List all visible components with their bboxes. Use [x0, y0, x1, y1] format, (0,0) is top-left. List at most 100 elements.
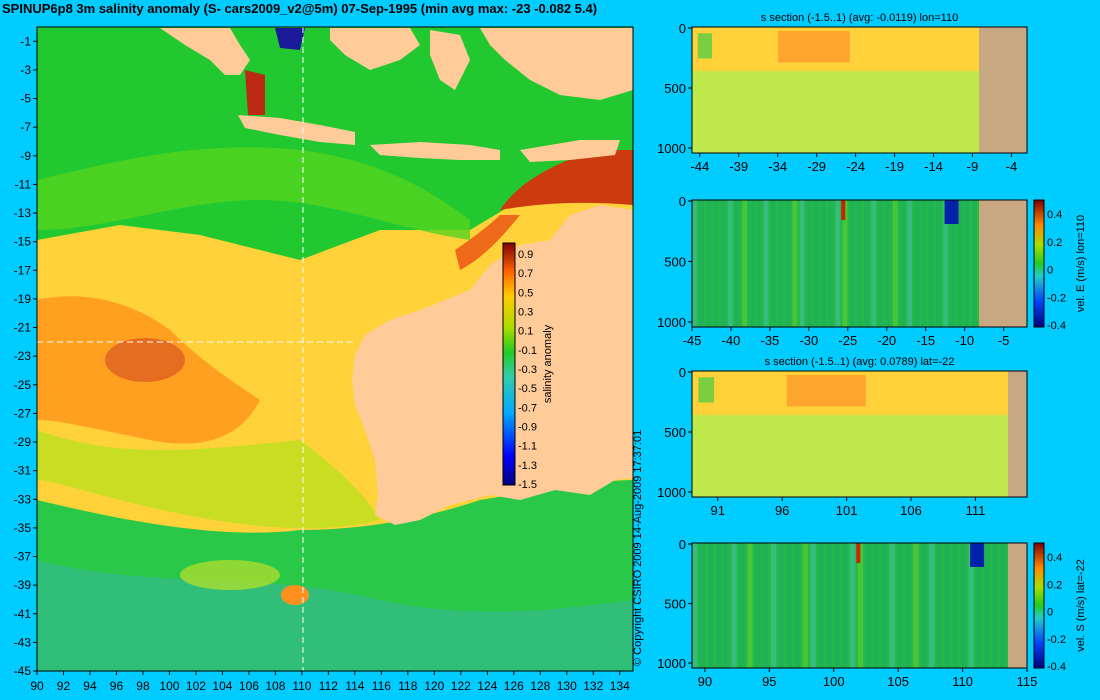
section-x-tick-label: -4 — [1006, 159, 1018, 174]
section-title: s section (-1.5..1) (avg: 0.0789) lat=-2… — [765, 356, 955, 368]
colorbar-tick-label: 0.5 — [518, 287, 533, 299]
section-y-tick-label: 500 — [664, 597, 686, 612]
map-y-tick-label: -5 — [20, 92, 31, 106]
section-x-tick-label: -20 — [877, 333, 896, 348]
section-y-tick-label: 0 — [679, 365, 686, 380]
velocity-colorbar-tick: -0.2 — [1047, 634, 1066, 646]
map-y-tick-label: -3 — [20, 63, 31, 77]
map-x-tick-label: 134 — [610, 679, 630, 693]
map-y-tick-label: -41 — [14, 607, 32, 621]
section-y-tick-label: 0 — [679, 21, 686, 36]
section-y-tick-label: 1000 — [657, 485, 686, 500]
section-x-tick-label: -15 — [916, 333, 935, 348]
section-x-tick-label: 96 — [775, 503, 789, 518]
colorbar-tick-label: -0.3 — [518, 364, 537, 376]
velocity-colorbar — [1033, 542, 1045, 669]
map-y-tick-label: -1 — [20, 34, 31, 48]
colorbar-tick-label: 0.7 — [518, 268, 533, 280]
section-x-tick-label: -19 — [885, 159, 904, 174]
velocity-colorbar-label: vel. S (m/s) lat=-22 — [1075, 559, 1087, 652]
salinity-map: 90 92 94 96 98 100 102 104 106 108 110 112 114 116 118… — [14, 26, 634, 693]
section-y-tick-label: 0 — [679, 194, 686, 209]
section-title: s section (-1.5..1) (avg: -0.0119) lon=1… — [761, 12, 958, 24]
section-x-tick-label: -30 — [799, 333, 818, 348]
section-x-tick-label: 106 — [900, 503, 922, 518]
velocity-colorbar-tick: -0.4 — [1047, 661, 1066, 673]
map-x-tick-label: 108 — [265, 679, 285, 693]
land-mask — [979, 200, 1027, 327]
velocity-east-section: 0 500 1000 -45 -40 -35 -30 -25 -20 -15 -10 -5 0.4 0.2… — [657, 194, 1087, 348]
section-y-tick-label: 500 — [664, 254, 686, 269]
colorbar-label: salinity anomaly — [542, 324, 554, 403]
velocity-colorbar-tick: -0.4 — [1047, 320, 1066, 332]
section-x-tick-label: -35 — [761, 333, 780, 348]
map-x-tick-label: 110 — [292, 679, 311, 693]
section-x-tick-label: -40 — [722, 333, 741, 348]
section-x-tick-label: -24 — [846, 159, 865, 174]
velocity-colorbar-tick: -0.2 — [1047, 292, 1066, 304]
section-x-tick-label: 95 — [762, 674, 776, 689]
velocity-colorbar — [1033, 199, 1045, 328]
section-x-tick-label: -29 — [807, 159, 826, 174]
map-x-tick-label: 102 — [186, 679, 206, 693]
section-x-tick-label: -14 — [924, 159, 943, 174]
map-y-tick-label: -23 — [14, 349, 32, 363]
velocity-colorbar-tick: 0.2 — [1047, 237, 1062, 249]
map-x-tick-label: 96 — [110, 679, 124, 693]
section-x-tick-label: 100 — [823, 674, 845, 689]
map-x-tick-label: 106 — [239, 679, 259, 693]
section-x-tick-label: 115 — [1017, 674, 1038, 689]
map-x-tick-label: 92 — [57, 679, 71, 693]
colorbar-tick-label: -0.9 — [518, 422, 537, 434]
map-x-tick-label: 118 — [398, 679, 417, 693]
section-y-tick-label: 500 — [664, 425, 686, 440]
map-x-tick-label: 98 — [136, 679, 150, 693]
land-mask — [979, 27, 1027, 153]
velocity-colorbar-label: vel. E (m/s) lon=110 — [1075, 215, 1087, 312]
section-y-tick-label: 1000 — [657, 315, 686, 330]
section-x-tick-label: 90 — [698, 674, 712, 689]
section-x-tick-label: 105 — [887, 674, 909, 689]
land-mask — [1008, 543, 1027, 668]
section-field — [692, 543, 1008, 668]
land-mask — [1008, 371, 1027, 497]
map-y-tick-label: -17 — [14, 263, 32, 277]
colorbar-tick-label: -1.3 — [518, 460, 537, 472]
section-field — [692, 200, 979, 327]
velocity-colorbar-tick: 0 — [1047, 607, 1053, 619]
map-y-tick-label: -13 — [14, 206, 32, 220]
colorbar-tick-label: -0.1 — [518, 345, 537, 357]
section-x-tick-label: -9 — [967, 159, 979, 174]
velocity-colorbar-tick: 0.4 — [1047, 209, 1062, 221]
map-y-tick-label: -39 — [14, 578, 32, 592]
colorbar-tick-label: -1.5 — [518, 479, 537, 491]
map-x-tick-label: 116 — [372, 679, 391, 693]
map-y-tick-label: -31 — [14, 464, 32, 478]
map-x-tick-label: 130 — [557, 679, 577, 693]
salinity-section-lon110: s section (-1.5..1) (avg: -0.0119) lon=1… — [657, 12, 1028, 174]
map-y-tick-label: -21 — [14, 321, 32, 335]
map-y-tick-label: -9 — [20, 149, 31, 163]
map-x-tick-label: 114 — [345, 679, 364, 693]
section-x-tick-label: -5 — [998, 333, 1010, 348]
map-y-tick-label: -29 — [14, 435, 32, 449]
salinity-section-lat22: s section (-1.5..1) (avg: 0.0789) lat=-2… — [657, 356, 1028, 518]
colorbar-tick-label: 0.9 — [518, 249, 533, 261]
section-x-tick-label: -45 — [683, 333, 702, 348]
map-x-tick-label: 112 — [319, 679, 338, 693]
section-y-tick-label: 500 — [664, 81, 686, 96]
salinity-colorbar — [502, 242, 516, 486]
map-y-tick-label: -45 — [14, 664, 32, 678]
map-x-tick-label: 126 — [504, 679, 524, 693]
map-x-tick-label: 124 — [477, 679, 497, 693]
map-y-tick-label: -7 — [20, 120, 31, 134]
map-y-tick-label: -33 — [14, 492, 32, 506]
map-x-tick-label: 128 — [530, 679, 550, 693]
colorbar-tick-label: -1.1 — [518, 441, 537, 453]
section-x-tick-label: -10 — [955, 333, 974, 348]
map-x-tick-label: 94 — [83, 679, 97, 693]
map-y-tick-label: -25 — [14, 378, 32, 392]
section-y-tick-label: 1000 — [657, 141, 686, 156]
map-x-tick-label: 104 — [212, 679, 232, 693]
velocity-colorbar-tick: 0.2 — [1047, 579, 1062, 591]
